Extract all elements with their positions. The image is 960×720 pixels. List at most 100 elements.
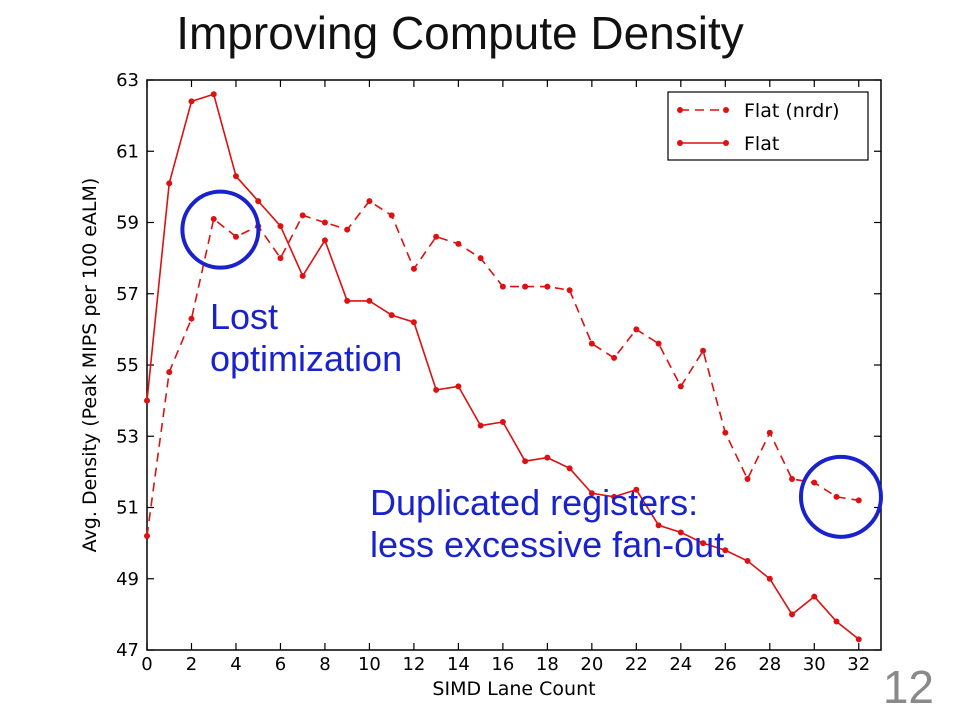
legend-marker bbox=[677, 140, 683, 146]
x-tick-label: 22 bbox=[625, 654, 648, 675]
x-tick-label: 14 bbox=[447, 654, 470, 675]
data-point bbox=[789, 611, 796, 618]
data-point bbox=[833, 618, 840, 625]
axis-ticks: 0 2 4 6 8 10 12 14 16 18 20 22 24 26 28 30 3247495153555… bbox=[116, 70, 881, 675]
data-point bbox=[410, 319, 417, 326]
callout-circles bbox=[180, 189, 883, 539]
x-axis-label: SIMD Lane Count bbox=[432, 678, 595, 700]
y-tick-label: 61 bbox=[116, 141, 139, 162]
lost-callout-line2: optimization bbox=[210, 338, 403, 379]
legend-marker bbox=[723, 107, 729, 113]
data-point bbox=[188, 98, 195, 105]
y-tick-label: 55 bbox=[116, 355, 139, 376]
y-axis-label: Avg. Density (Peak MIPS per 100 eALM) bbox=[79, 178, 101, 553]
data-point bbox=[655, 340, 662, 347]
chart-legend: Flat (nrdr) Flat bbox=[667, 91, 869, 161]
data-point bbox=[210, 215, 217, 222]
data-point bbox=[499, 283, 506, 290]
x-tick-label: 20 bbox=[580, 654, 603, 675]
legend-marker bbox=[723, 140, 729, 146]
data-point bbox=[388, 312, 395, 319]
data-point bbox=[633, 326, 640, 333]
data-point bbox=[166, 180, 173, 187]
data-point bbox=[855, 497, 862, 504]
data-point bbox=[566, 465, 573, 472]
data-point bbox=[433, 386, 440, 393]
data-point bbox=[522, 458, 529, 465]
data-point bbox=[700, 347, 707, 354]
x-tick-label: 4 bbox=[230, 654, 241, 675]
data-point bbox=[522, 283, 529, 290]
data-point bbox=[299, 212, 306, 219]
data-point bbox=[321, 237, 328, 244]
x-tick-label: 18 bbox=[536, 654, 559, 675]
data-point bbox=[544, 454, 551, 461]
data-point bbox=[477, 422, 484, 429]
data-point bbox=[611, 354, 618, 361]
data-point bbox=[433, 233, 440, 240]
data-point bbox=[277, 255, 284, 262]
y-tick-label: 59 bbox=[116, 213, 139, 234]
y-tick-label: 57 bbox=[116, 284, 139, 305]
data-point bbox=[144, 533, 150, 539]
data-point bbox=[232, 233, 239, 240]
data-point bbox=[566, 287, 573, 294]
legend-label: Flat (nrdr) bbox=[744, 100, 840, 122]
data-point bbox=[321, 219, 328, 226]
data-point bbox=[232, 173, 239, 180]
data-point bbox=[410, 265, 417, 272]
data-point bbox=[188, 315, 195, 322]
slide-title: Improving Compute Density bbox=[176, 7, 744, 59]
data-point bbox=[811, 479, 818, 486]
data-point bbox=[366, 198, 373, 205]
series-layer bbox=[144, 91, 862, 643]
lost-optimization-callout: Lost optimization bbox=[210, 296, 402, 380]
data-point bbox=[789, 476, 796, 482]
x-tick-label: 0 bbox=[141, 654, 152, 675]
legend-marker bbox=[677, 107, 683, 113]
x-tick-label: 8 bbox=[319, 654, 330, 675]
data-point bbox=[655, 522, 662, 529]
x-tick-label: 28 bbox=[758, 654, 781, 675]
data-point bbox=[833, 493, 840, 500]
y-tick-label: 63 bbox=[116, 70, 139, 91]
data-point bbox=[477, 255, 484, 262]
data-point bbox=[588, 490, 595, 497]
data-point bbox=[677, 383, 684, 390]
data-point bbox=[166, 369, 173, 376]
lost-callout-line1: Lost bbox=[210, 296, 279, 337]
data-point bbox=[677, 529, 684, 536]
y-tick-label: 49 bbox=[116, 569, 139, 590]
x-tick-label: 30 bbox=[803, 654, 826, 675]
data-point bbox=[388, 212, 395, 219]
x-tick-label: 16 bbox=[491, 654, 514, 675]
x-tick-label: 2 bbox=[186, 654, 197, 675]
data-point bbox=[255, 198, 262, 205]
data-point bbox=[700, 540, 707, 547]
data-point bbox=[344, 297, 351, 304]
data-point bbox=[744, 557, 751, 564]
data-point bbox=[811, 593, 818, 600]
data-point bbox=[210, 91, 217, 98]
dup-callout-line1: Duplicated registers: bbox=[370, 482, 699, 523]
y-tick-label: 53 bbox=[116, 426, 139, 447]
data-point bbox=[144, 397, 150, 404]
data-point bbox=[499, 419, 506, 425]
data-point bbox=[855, 636, 862, 643]
y-tick-label: 47 bbox=[116, 640, 139, 661]
data-point bbox=[455, 240, 462, 247]
duplicated-registers-callout: Duplicated registers: less excessive fan… bbox=[370, 482, 724, 566]
dup-callout-line2: less excessive fan-out bbox=[370, 524, 725, 565]
data-point bbox=[344, 226, 351, 233]
data-point bbox=[611, 493, 618, 500]
data-point bbox=[588, 340, 595, 347]
x-tick-label: 26 bbox=[714, 654, 737, 675]
data-point bbox=[277, 223, 284, 230]
x-tick-label: 10 bbox=[358, 654, 381, 675]
data-point bbox=[722, 429, 729, 436]
data-point bbox=[299, 272, 306, 279]
data-point bbox=[366, 297, 373, 304]
data-point bbox=[633, 486, 640, 493]
data-point bbox=[766, 575, 773, 582]
